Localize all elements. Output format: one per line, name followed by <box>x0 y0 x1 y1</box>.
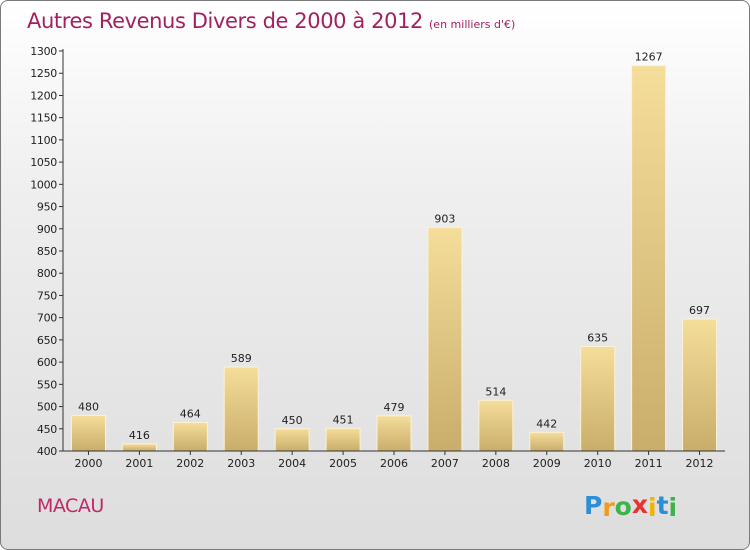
bar <box>325 427 361 452</box>
data-label: 514 <box>485 385 506 398</box>
brand-letter: i <box>668 493 678 522</box>
brand-letter: r <box>602 493 615 522</box>
chart-title: Autres Revenus Divers de 2000 à 2012 (en … <box>27 9 515 33</box>
y-tick-label: 650 <box>37 334 57 347</box>
y-tick-label: 1100 <box>30 134 57 147</box>
x-tick-label: 2002 <box>176 457 204 470</box>
y-tick-label: 500 <box>37 401 57 414</box>
data-label: 442 <box>536 417 557 430</box>
x-tick-label: 2011 <box>635 457 663 470</box>
y-tick-label: 550 <box>37 378 57 391</box>
y-tick-label: 1300 <box>30 45 57 58</box>
data-label: 479 <box>384 401 405 414</box>
data-label: 451 <box>333 413 354 426</box>
y-tick-label: 1050 <box>30 156 57 169</box>
y-tick-label: 700 <box>37 312 57 325</box>
data-label: 450 <box>282 414 303 427</box>
y-tick-label: 450 <box>37 423 57 436</box>
brand-letter: x <box>631 490 648 519</box>
bar <box>121 443 157 452</box>
brand-letter: P <box>584 491 603 520</box>
data-label: 635 <box>587 332 608 345</box>
data-label: 697 <box>689 304 710 317</box>
bar <box>529 431 565 452</box>
bar <box>580 346 616 452</box>
x-tick-label: 2000 <box>74 457 102 470</box>
y-tick-label: 1150 <box>30 112 57 125</box>
bar <box>427 226 463 452</box>
x-tick-label: 2009 <box>533 457 561 470</box>
bar <box>631 65 667 452</box>
y-tick-label: 750 <box>37 289 57 302</box>
bar <box>376 415 412 452</box>
data-label: 903 <box>434 212 455 225</box>
brand-letter: t <box>656 491 669 520</box>
bar <box>682 318 718 452</box>
data-label: 480 <box>78 400 99 413</box>
y-tick-label: 850 <box>37 245 57 258</box>
x-tick-label: 2001 <box>125 457 153 470</box>
y-tick-label: 1250 <box>30 67 57 80</box>
x-tick-label: 2012 <box>686 457 714 470</box>
x-tick-label: 2005 <box>329 457 357 470</box>
x-tick-label: 2010 <box>584 457 612 470</box>
data-label: 1267 <box>635 51 663 64</box>
y-tick-label: 1000 <box>30 178 57 191</box>
chart-title-text: Autres Revenus Divers de 2000 à 2012 <box>27 9 424 33</box>
y-tick-label: 900 <box>37 223 57 236</box>
y-tick-label: 400 <box>37 445 57 458</box>
x-tick-label: 2007 <box>431 457 459 470</box>
bar <box>478 399 514 452</box>
chart-subtitle: (en milliers d'€) <box>429 18 516 31</box>
y-tick-label: 950 <box>37 201 57 214</box>
x-tick-label: 2003 <box>227 457 255 470</box>
data-label: 416 <box>129 429 150 442</box>
bar <box>70 414 106 452</box>
data-label: 464 <box>180 408 201 421</box>
y-tick-label: 800 <box>37 267 57 280</box>
x-tick-label: 2008 <box>482 457 510 470</box>
brand-letter: o <box>614 492 632 521</box>
y-tick-label: 1200 <box>30 89 57 102</box>
x-tick-label: 2004 <box>278 457 306 470</box>
brand-logo: Proxiti <box>584 490 678 525</box>
y-tick-label: 600 <box>37 356 57 369</box>
x-tick-label: 2006 <box>380 457 408 470</box>
bar <box>223 366 259 452</box>
location-label: MACAU <box>37 495 104 517</box>
bar <box>274 428 310 452</box>
data-label: 589 <box>231 352 252 365</box>
brand-letter: i <box>648 493 657 522</box>
bar <box>172 422 208 452</box>
